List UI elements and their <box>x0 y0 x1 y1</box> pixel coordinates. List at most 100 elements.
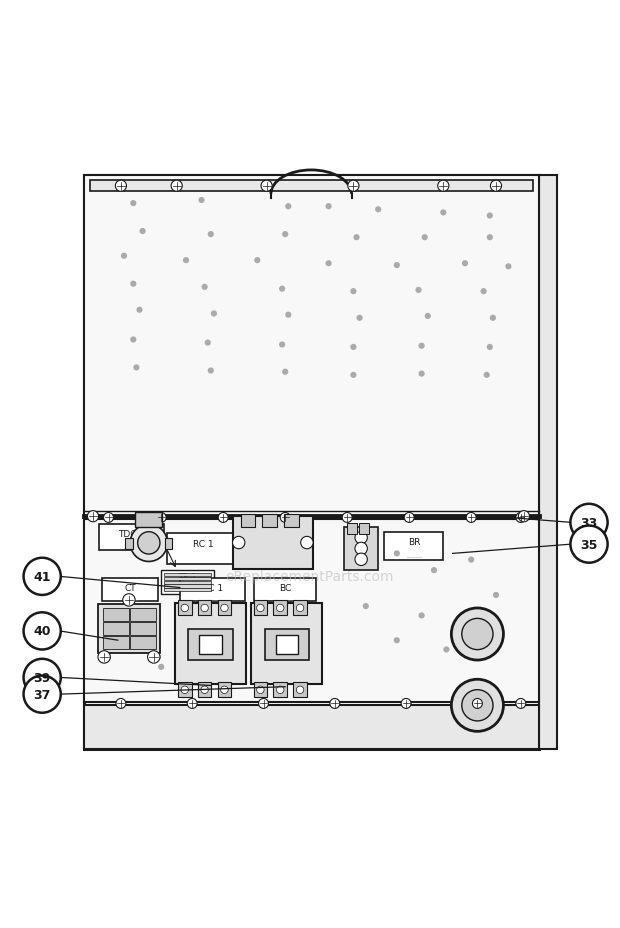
Circle shape <box>330 699 340 709</box>
Circle shape <box>136 307 143 314</box>
Circle shape <box>171 181 182 192</box>
Circle shape <box>208 368 214 374</box>
Bar <box>276 636 298 654</box>
Bar <box>99 524 164 550</box>
Bar <box>178 600 192 616</box>
Circle shape <box>198 198 205 204</box>
Text: TB 1: TB 1 <box>178 573 197 582</box>
Bar <box>254 682 267 698</box>
Text: ______: ______ <box>122 596 138 600</box>
Circle shape <box>202 284 208 290</box>
Bar <box>84 176 539 517</box>
Text: 35: 35 <box>580 538 598 551</box>
Circle shape <box>505 264 511 270</box>
Circle shape <box>468 557 474 563</box>
Circle shape <box>418 343 425 350</box>
Text: eReplacementParts.com: eReplacementParts.com <box>226 570 394 584</box>
Circle shape <box>326 261 332 267</box>
Circle shape <box>462 261 468 267</box>
Circle shape <box>232 536 245 549</box>
Circle shape <box>280 513 290 522</box>
Bar <box>218 600 231 616</box>
Bar <box>135 512 162 528</box>
Circle shape <box>350 344 356 351</box>
Bar <box>359 523 369 535</box>
Bar <box>539 176 557 749</box>
Circle shape <box>130 524 167 561</box>
Circle shape <box>438 181 449 192</box>
Circle shape <box>181 604 188 612</box>
Bar <box>167 534 239 564</box>
Text: 33: 33 <box>580 516 598 529</box>
Circle shape <box>355 553 367 566</box>
Bar <box>103 609 129 621</box>
Circle shape <box>355 543 367 555</box>
Circle shape <box>466 513 476 522</box>
Circle shape <box>401 699 411 709</box>
Circle shape <box>123 594 135 606</box>
Circle shape <box>201 604 208 612</box>
Bar <box>198 682 211 698</box>
Bar <box>262 514 277 528</box>
Text: TDC 1: TDC 1 <box>118 529 145 538</box>
Bar <box>241 514 255 528</box>
Circle shape <box>148 651 160 664</box>
Text: 37: 37 <box>33 688 51 701</box>
Bar <box>251 603 322 684</box>
Circle shape <box>440 210 446 216</box>
Bar <box>254 578 316 601</box>
Text: 40: 40 <box>33 625 51 638</box>
Circle shape <box>363 603 369 610</box>
Circle shape <box>462 690 493 721</box>
Circle shape <box>443 647 449 653</box>
Circle shape <box>356 316 363 322</box>
Bar <box>125 538 133 549</box>
Circle shape <box>282 232 288 238</box>
Circle shape <box>326 204 332 210</box>
Bar <box>90 180 533 191</box>
Bar <box>130 637 156 650</box>
Bar <box>84 176 539 749</box>
Circle shape <box>277 604 284 612</box>
Circle shape <box>394 638 400 644</box>
Bar <box>84 705 539 749</box>
Bar <box>293 600 307 616</box>
Circle shape <box>181 687 188 694</box>
Bar <box>347 523 356 535</box>
Text: ______: ______ <box>277 596 293 600</box>
Circle shape <box>516 699 526 709</box>
Circle shape <box>24 676 61 713</box>
Circle shape <box>218 513 228 522</box>
Circle shape <box>211 311 217 317</box>
Circle shape <box>279 286 285 292</box>
Bar <box>164 585 211 587</box>
Bar <box>165 538 172 549</box>
Circle shape <box>24 659 61 696</box>
Text: BR: BR <box>408 537 420 547</box>
Circle shape <box>259 699 268 709</box>
Bar <box>130 609 156 621</box>
Circle shape <box>418 371 425 378</box>
Circle shape <box>493 628 499 635</box>
Circle shape <box>140 228 146 235</box>
Circle shape <box>87 511 99 522</box>
Circle shape <box>261 181 272 192</box>
Circle shape <box>24 612 61 650</box>
Circle shape <box>130 337 136 343</box>
Circle shape <box>487 213 493 219</box>
Circle shape <box>394 263 400 269</box>
Bar <box>384 532 443 560</box>
Bar <box>175 603 246 684</box>
Text: ______: ______ <box>204 596 221 600</box>
Circle shape <box>285 204 291 210</box>
Circle shape <box>490 316 496 322</box>
Circle shape <box>156 513 166 522</box>
Bar <box>188 630 232 661</box>
Circle shape <box>415 288 422 293</box>
Circle shape <box>422 235 428 241</box>
Circle shape <box>518 511 529 522</box>
Circle shape <box>493 592 499 599</box>
Circle shape <box>116 699 126 709</box>
Bar <box>218 682 231 698</box>
Bar <box>199 636 222 654</box>
